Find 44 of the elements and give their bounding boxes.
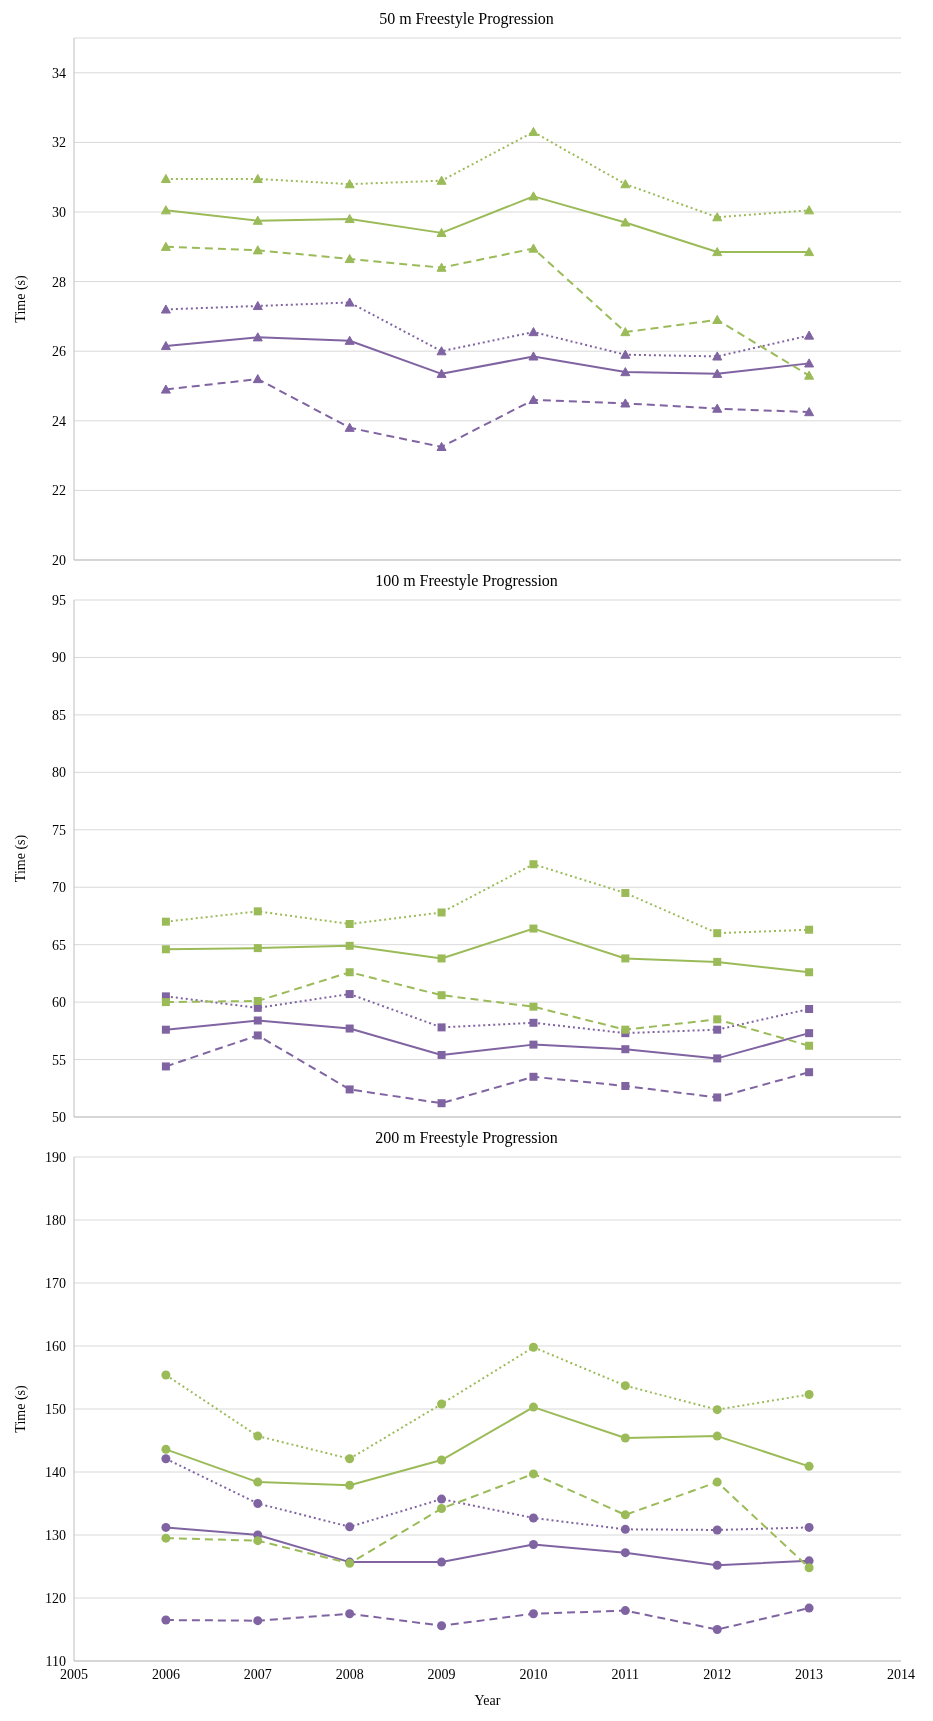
chart-title: 50 m Freestyle Progression	[378, 9, 555, 30]
y-tick-label: 110	[45, 1653, 66, 1669]
chart-title: 200 m Freestyle Progression	[374, 1128, 559, 1149]
y-tick-label: 30	[52, 204, 66, 220]
y-tick-label: 190	[45, 1149, 66, 1165]
y-axis-title: Time (s)	[12, 275, 29, 323]
x-tick-label: 2012	[703, 1666, 732, 1682]
x-tick-label: 2011	[611, 1666, 640, 1682]
y-tick-label: 34	[52, 65, 66, 81]
chart-title: 100 m Freestyle Progression	[374, 571, 559, 592]
y-tick-label: 50	[52, 1109, 66, 1125]
y-tick-label: 85	[52, 707, 66, 723]
x-tick-label: 2010	[519, 1666, 548, 1682]
y-tick-label: 95	[52, 592, 66, 608]
y-axis-title: Time (s)	[12, 834, 29, 883]
y-tick-label: 130	[45, 1527, 66, 1543]
y-tick-label: 22	[52, 483, 66, 499]
y-tick-label: 150	[45, 1401, 66, 1417]
y-tick-label: 26	[52, 344, 66, 360]
x-tick-label: 2008	[335, 1666, 364, 1682]
y-axis-title: Time (s)	[12, 1385, 29, 1433]
y-tick-label: 70	[52, 880, 66, 896]
y-tick-label: 160	[45, 1338, 66, 1354]
x-tick-label: 2007	[243, 1666, 272, 1682]
y-tick-label: 170	[45, 1275, 66, 1291]
x-tick-label: 2005	[60, 1666, 88, 1682]
y-tick-label: 20	[52, 552, 66, 568]
y-tick-label: 140	[45, 1464, 66, 1480]
y-tick-label: 80	[52, 765, 66, 781]
y-tick-label: 75	[52, 822, 66, 838]
y-tick-label: 120	[45, 1590, 66, 1606]
x-tick-label: 2013	[795, 1666, 824, 1682]
y-tick-label: 32	[52, 135, 66, 151]
x-axis-title: Year	[474, 1693, 501, 1708]
x-tick-label: 2006	[151, 1666, 180, 1682]
x-tick-label: 2014	[887, 1666, 915, 1682]
y-tick-label: 24	[52, 413, 66, 429]
y-tick-label: 90	[52, 650, 66, 666]
y-tick-label: 180	[45, 1212, 66, 1228]
y-tick-label: 65	[52, 937, 66, 953]
y-tick-label: 60	[52, 995, 66, 1011]
y-tick-label: 28	[52, 274, 66, 290]
y-tick-label: 55	[52, 1052, 66, 1068]
x-tick-label: 2009	[427, 1666, 456, 1682]
